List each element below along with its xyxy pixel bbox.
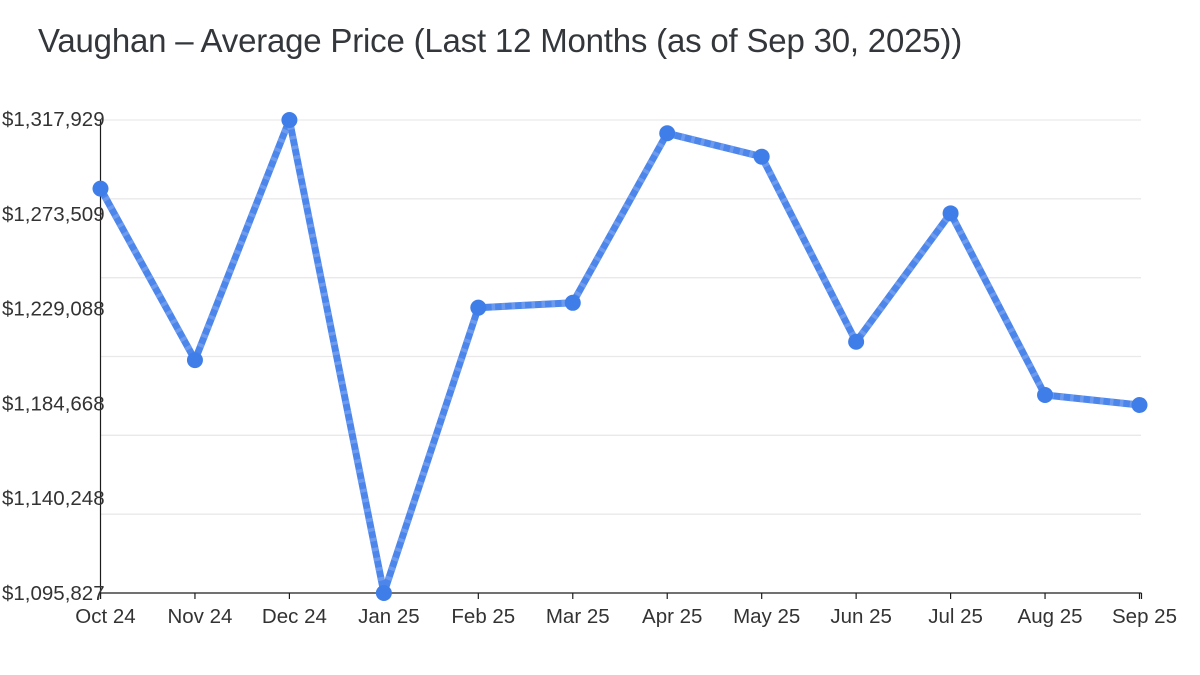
y-tick-label: $1,095,827	[2, 582, 105, 605]
data-point-apr-25[interactable]: Apr 25: $1,311,700	[659, 125, 676, 142]
data-point-jun-25[interactable]: Jun 25: $1,213,800	[848, 333, 865, 350]
x-tick-label: Jan 25	[358, 605, 420, 628]
y-tick-label: $1,317,929	[2, 108, 105, 131]
x-tick-label: Nov 24	[167, 605, 232, 628]
x-tick-label: Jul 25	[928, 605, 983, 628]
x-tick-label: Oct 24	[75, 605, 135, 628]
x-tick-label: May 25	[733, 605, 800, 628]
data-point-may-25[interactable]: May 25: $1,300,700	[753, 148, 770, 165]
data-point-feb-25[interactable]: Feb 25: $1,229,800	[470, 299, 487, 316]
y-tick-label: $1,273,509	[2, 203, 105, 226]
data-point-nov-24[interactable]: Nov 24: $1,205,200	[186, 352, 203, 369]
data-point-mar-25[interactable]: Mar 25: $1,232,100	[564, 294, 581, 311]
x-tick-label: Feb 25	[451, 605, 515, 628]
series-line-stripes	[97, 116, 1140, 597]
x-tick-label: Apr 25	[642, 605, 702, 628]
x-tick-label: Dec 24	[262, 605, 327, 628]
x-tick-label: Sep 25	[1112, 605, 1177, 628]
data-point-dec-24[interactable]: Dec 24: $1,317,929	[281, 112, 298, 128]
data-point-jul-25[interactable]: Jul 25: $1,274,100	[942, 205, 959, 222]
x-tick-label: Aug 25	[1018, 605, 1083, 628]
data-point-oct-24[interactable]: Oct 24: $1,285,700	[92, 180, 109, 197]
x-tick-label: Mar 25	[546, 605, 610, 628]
data-point-jan-25[interactable]: Jan 25: $1,095,827	[375, 585, 392, 601]
x-tick-label: Jun 25	[830, 605, 892, 628]
y-tick-label: $1,184,668	[2, 392, 105, 415]
y-tick-label: $1,229,088	[2, 298, 105, 321]
y-tick-label: $1,140,248	[2, 487, 105, 510]
data-point-aug-25[interactable]: Aug 25: $1,188,800	[1037, 386, 1054, 403]
chart-title: Vaughan – Average Price (Last 12 Months …	[38, 22, 962, 59]
data-point-sep-25[interactable]: Sep 25: $1,184,100	[1131, 397, 1148, 414]
